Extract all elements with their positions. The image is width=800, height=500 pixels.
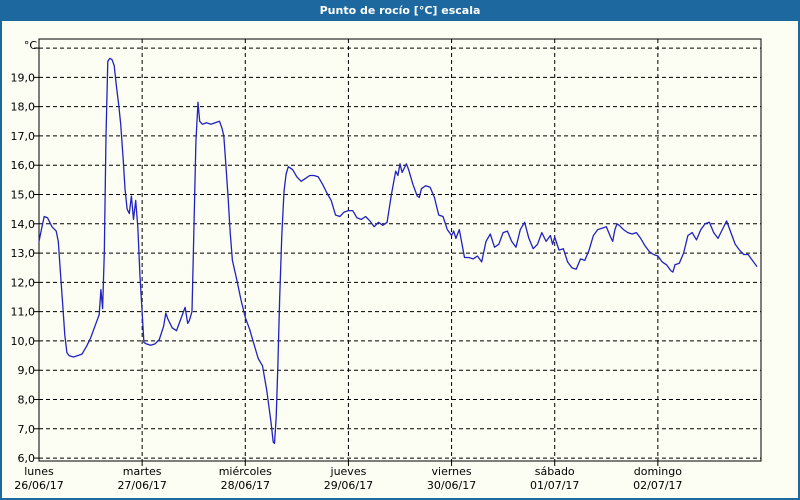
y-tick-label: 8,0	[18, 394, 36, 407]
day-name-label: martes	[123, 465, 162, 478]
day-date-label: 27/06/17	[117, 479, 166, 492]
day-name-label: domingo	[634, 465, 682, 478]
y-tick-label: 12,0	[11, 276, 36, 289]
day-name-label: jueves	[330, 465, 367, 478]
day-date-label: 29/06/17	[324, 479, 373, 492]
y-tick-label: 7,0	[18, 423, 36, 436]
y-tick-label: 18,0	[11, 101, 36, 114]
y-tick-label: 17,0	[11, 130, 36, 143]
day-date-label: 26/06/17	[14, 479, 63, 492]
day-name-label: sábado	[535, 465, 575, 478]
y-tick-label: 15,0	[11, 189, 36, 202]
day-date-label: 02/07/17	[633, 479, 682, 492]
chart-title-bar: Punto de rocío [°C] escala	[2, 2, 798, 21]
day-name-label: miércoles	[219, 465, 272, 478]
day-date-label: 28/06/17	[221, 479, 270, 492]
dewpoint-series-line	[38, 57, 758, 445]
day-name-label: viernes	[432, 465, 472, 478]
chart-title: Punto de rocío [°C] escala	[319, 4, 481, 17]
y-tick-label: 16,0	[11, 159, 36, 172]
day-name-label: lunes	[24, 465, 54, 478]
plot-frame	[38, 38, 762, 462]
y-tick-label: 13,0	[11, 247, 36, 260]
y-tick-label: 10,0	[11, 335, 36, 348]
y-tick-label: 6,0	[18, 452, 36, 465]
y-tick-label: 11,0	[11, 306, 36, 319]
day-date-label: 30/06/17	[427, 479, 476, 492]
y-tick-label: 14,0	[11, 218, 36, 231]
y-tick-label: 9,0	[18, 364, 36, 377]
day-date-label: 01/07/17	[530, 479, 579, 492]
y-axis-unit-label: °C	[24, 39, 38, 52]
y-tick-label: 19,0	[11, 71, 36, 84]
